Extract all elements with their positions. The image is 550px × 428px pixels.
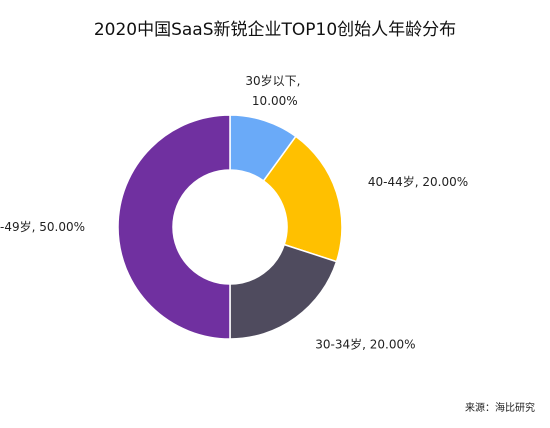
label-value: 20.00%	[422, 175, 468, 189]
label-category: 44-49岁	[0, 219, 32, 234]
data-label: 40-44岁, 20.00%	[368, 174, 468, 189]
label-category: 30-34岁	[315, 336, 362, 351]
label-separator: ,	[32, 220, 40, 234]
data-label: 30岁以下, 10.00%	[245, 73, 304, 108]
data-label: 44-49岁, 50.00%	[0, 219, 85, 234]
label-value: 20.00%	[370, 337, 416, 351]
label-category: 30岁以下	[245, 73, 296, 88]
label-separator: ,	[362, 337, 370, 351]
label-category: 40-44岁	[368, 174, 415, 189]
chart-title: 2020中国SaaS新锐企业TOP10创始人年龄分布	[94, 20, 456, 40]
source: 来源：海比研究	[465, 401, 535, 414]
data-label: 30-34岁, 20.00%	[315, 336, 415, 351]
label-separator: ,	[297, 74, 305, 88]
label-value: 50.00%	[39, 220, 85, 234]
donut-segment	[117, 114, 231, 340]
label-separator: ,	[415, 175, 423, 189]
label-value: 10.00%	[252, 94, 298, 108]
